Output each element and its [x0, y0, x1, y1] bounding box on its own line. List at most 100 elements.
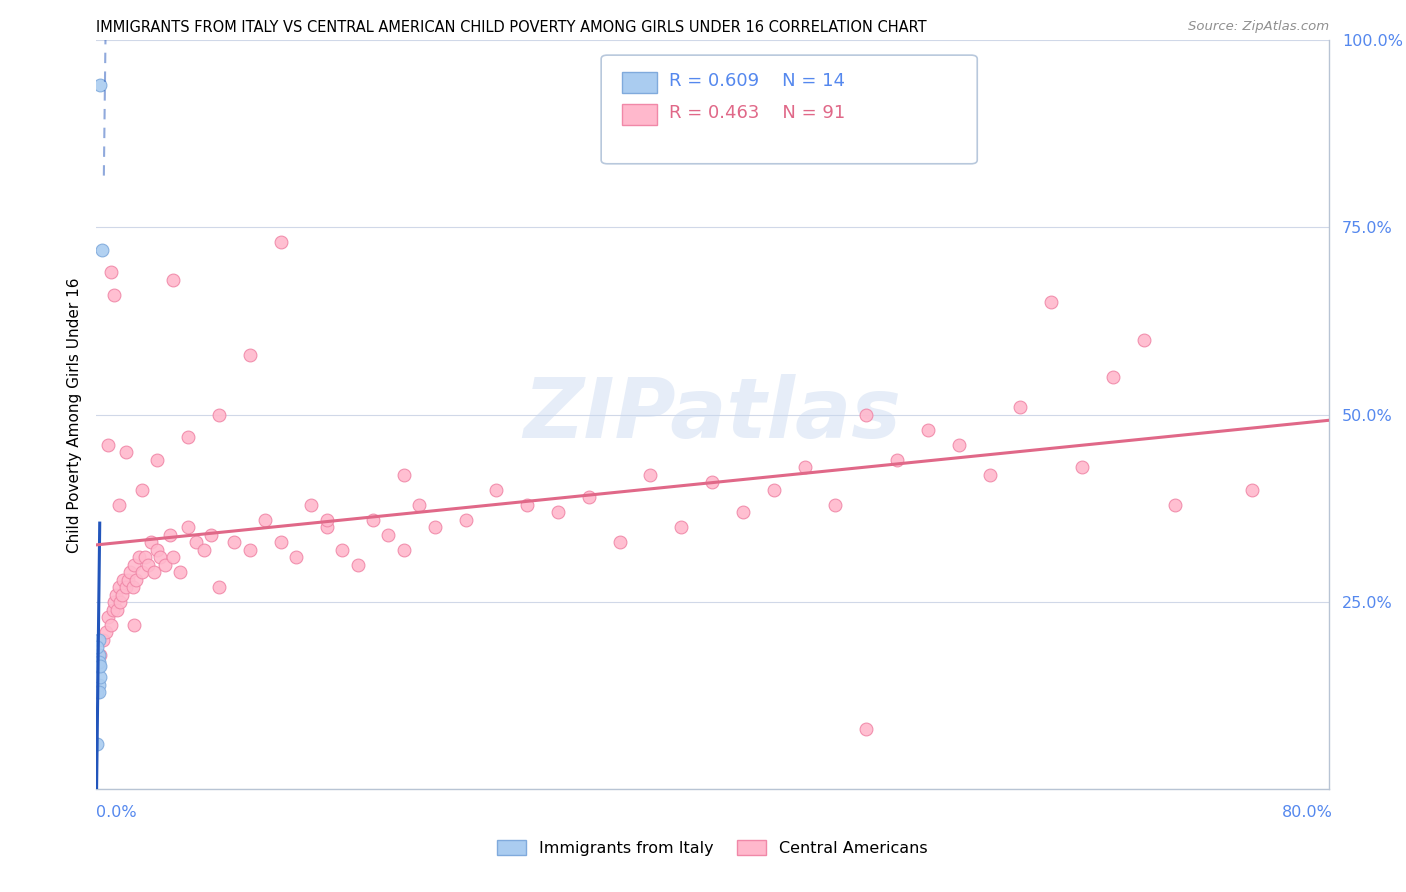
Point [299, 498, 322, 512]
Point [454, 513, 477, 527]
Point [392, 467, 415, 482]
Point [239, 348, 262, 362]
Point [855, 723, 877, 737]
Point [87, 685, 110, 699]
Point [121, 580, 143, 594]
Point [107, 498, 129, 512]
Point [125, 573, 148, 587]
Point [86, 640, 108, 654]
Point [134, 550, 156, 565]
Point [97, 438, 120, 452]
Point [87, 632, 110, 647]
Point [917, 423, 939, 437]
FancyBboxPatch shape [602, 55, 977, 164]
Point [270, 535, 292, 549]
Point [193, 542, 215, 557]
Text: IMMIGRANTS FROM ITALY VS CENTRAL AMERICAN CHILD POVERTY AMONG GIRLS UNDER 16 COR: IMMIGRANTS FROM ITALY VS CENTRAL AMERICA… [96, 20, 927, 35]
Point [377, 527, 399, 541]
Point [609, 535, 631, 549]
Point [169, 565, 191, 579]
Point [671, 520, 693, 534]
Point [90, 243, 112, 257]
Point [149, 550, 172, 565]
Point [153, 558, 176, 572]
Point [103, 595, 125, 609]
Point [104, 588, 127, 602]
Point [131, 565, 153, 579]
Point [315, 513, 337, 527]
Point [128, 550, 150, 565]
Point [89, 670, 111, 684]
Point [824, 498, 846, 512]
Point [100, 617, 122, 632]
Point [87, 677, 110, 691]
Point [91, 632, 114, 647]
Point [136, 558, 159, 572]
FancyBboxPatch shape [621, 71, 657, 93]
Point [408, 498, 430, 512]
Point [122, 558, 145, 572]
Point [1102, 370, 1125, 384]
Text: ZIPatlas: ZIPatlas [523, 375, 901, 455]
Point [118, 565, 141, 579]
Point [547, 505, 569, 519]
Point [87, 655, 110, 669]
Point [107, 580, 129, 594]
Point [103, 288, 125, 302]
Point [111, 588, 134, 602]
Text: 80.0%: 80.0% [1282, 805, 1333, 820]
Point [89, 658, 111, 673]
Point [330, 542, 353, 557]
Point [886, 452, 908, 467]
Point [122, 617, 145, 632]
Point [162, 550, 184, 565]
Point [1163, 498, 1185, 512]
Point [146, 452, 169, 467]
Point [762, 483, 785, 497]
Point [423, 520, 446, 534]
Point [86, 655, 108, 669]
Point [361, 513, 384, 527]
Text: R = 0.609    N = 14: R = 0.609 N = 14 [669, 72, 845, 90]
Point [131, 483, 153, 497]
Point [702, 475, 724, 490]
Point [112, 573, 135, 587]
Point [254, 513, 277, 527]
Point [89, 78, 111, 92]
Point [1071, 460, 1094, 475]
Point [855, 408, 877, 422]
Point [87, 658, 110, 673]
Point [177, 430, 200, 444]
Text: 0.0%: 0.0% [96, 805, 136, 820]
Point [115, 445, 138, 459]
Point [97, 610, 120, 624]
Point [159, 527, 181, 541]
Point [200, 527, 222, 541]
Point [224, 535, 246, 549]
FancyBboxPatch shape [621, 103, 657, 125]
Point [89, 648, 111, 662]
Point [793, 460, 815, 475]
Point [208, 580, 231, 594]
Point [86, 738, 108, 752]
Point [96, 625, 118, 640]
Point [162, 273, 184, 287]
Point [115, 580, 138, 594]
Point [239, 542, 262, 557]
Legend: Immigrants from Italy, Central Americans: Immigrants from Italy, Central Americans [491, 833, 934, 863]
Point [285, 550, 308, 565]
Point [139, 535, 162, 549]
Point [1132, 333, 1154, 347]
Point [143, 565, 166, 579]
Point [1010, 401, 1032, 415]
Point [208, 408, 231, 422]
Point [270, 235, 292, 250]
Point [640, 467, 662, 482]
Point [1040, 295, 1063, 310]
Point [117, 573, 139, 587]
Point [146, 542, 169, 557]
Point [86, 685, 108, 699]
Point [105, 602, 128, 616]
Point [1240, 483, 1263, 497]
Point [731, 505, 754, 519]
